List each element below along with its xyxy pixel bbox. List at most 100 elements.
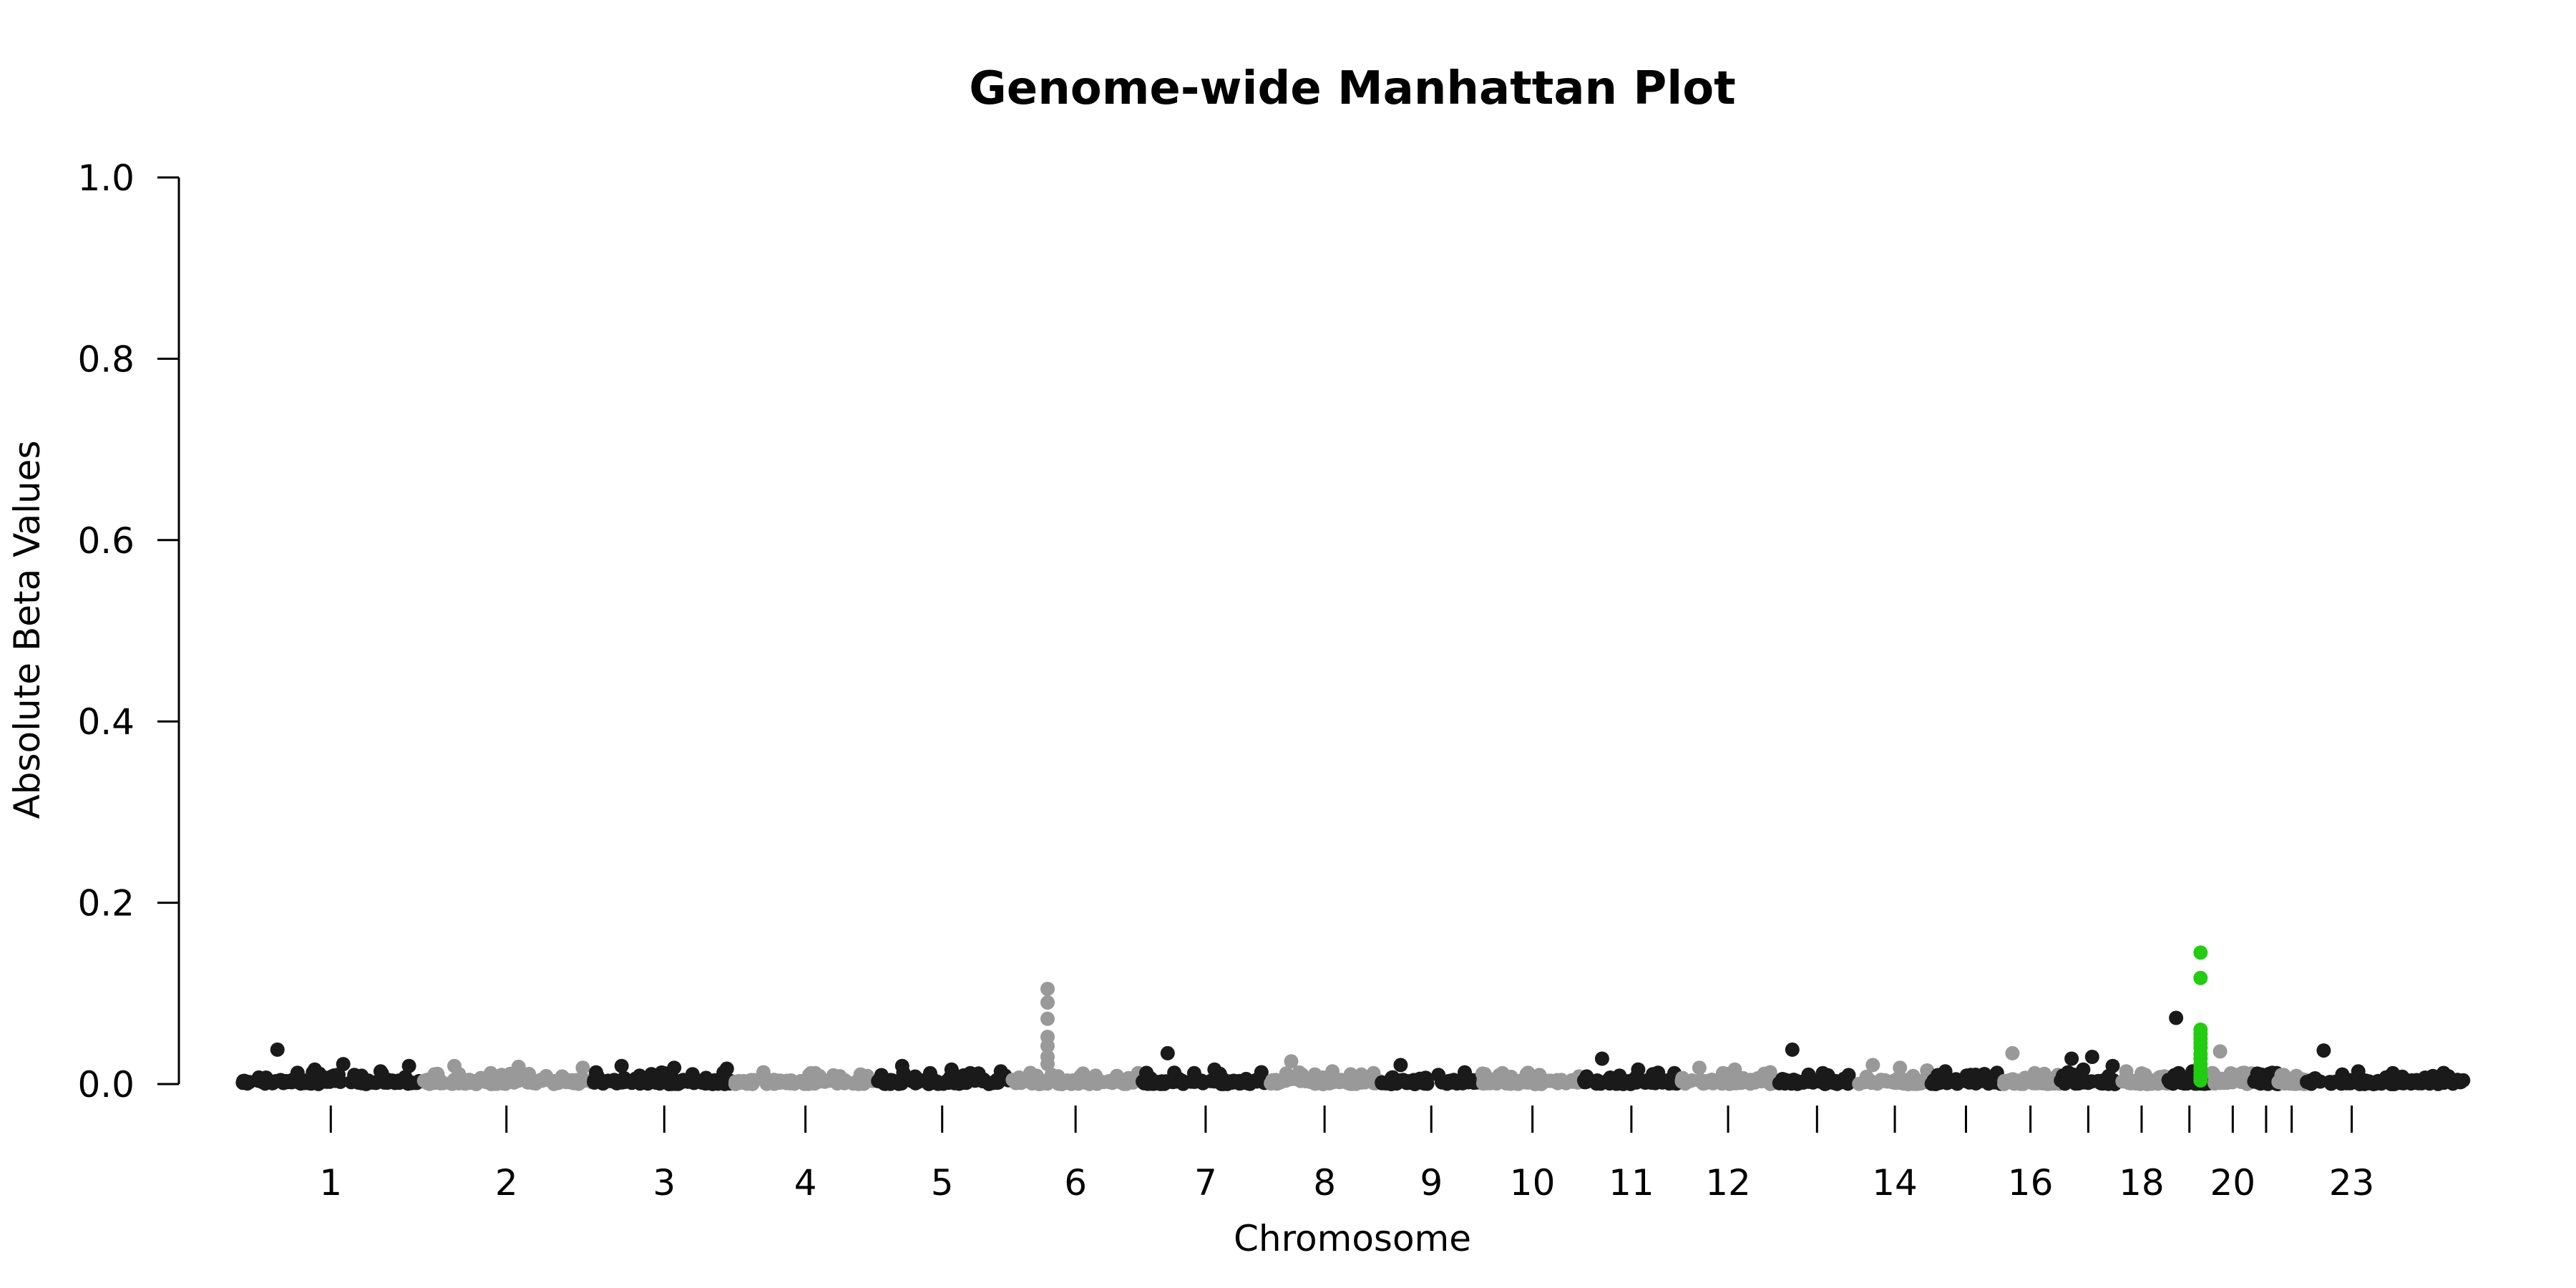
data-point [615,1075,630,1090]
data-point [240,1075,255,1090]
x-tick-label: 8 [1313,1162,1336,1204]
peak-point [859,1068,874,1083]
peak-point [993,1064,1008,1079]
peak-point [1495,1065,1510,1080]
data-point [2104,1075,2118,1091]
peak-point [644,1067,659,1082]
data-point [1159,1074,1174,1089]
peak-point [1631,1062,1646,1077]
x-tick-label: 20 [2210,1162,2256,1204]
data-point [1698,1075,1713,1091]
peak-point [2351,1064,2366,1079]
data-point [976,1072,991,1087]
x-tick-label: 14 [1872,1162,1918,1204]
data-point [525,1074,540,1089]
data-point [1088,1068,1103,1083]
peak-point [667,1060,682,1075]
peak-point [1325,1064,1340,1079]
highlight-point [2193,945,2208,960]
peak-point [2084,1050,2099,1064]
peak-point [2064,1051,2079,1066]
data-point [428,1075,443,1090]
data-point [1750,1070,1765,1085]
peak-point [1186,1065,1201,1080]
x-axis-label: Chromosome [1234,1218,1471,1259]
peak-point [1040,1057,1055,1072]
data-point [2165,1073,2179,1088]
data-point [1109,1068,1124,1083]
data-point [1781,1073,1796,1088]
peak-point [2076,1062,2091,1077]
data-point [1594,1075,1609,1090]
data-point [555,1069,570,1084]
data-point [496,1075,511,1090]
peak-point [511,1059,526,1074]
data-point [686,1073,701,1088]
peak-point [1785,1042,1800,1057]
y-tick-label: 0.6 [77,520,135,562]
peak-point [1207,1062,1222,1077]
peak-point [1865,1058,1880,1073]
data-point [302,1075,316,1091]
data-point [1302,1073,1317,1088]
data-point [1242,1076,1257,1091]
data-point [1458,1073,1473,1088]
data-point [1801,1074,1816,1089]
peak-point [1727,1062,1742,1077]
peak-point [2404,1073,2419,1088]
x-tick-label: 6 [1064,1162,1087,1204]
data-point [1712,1074,1727,1088]
y-tick-label: 0.4 [77,701,135,743]
data-point [2355,1075,2370,1090]
data-point [1735,1075,1750,1090]
peak-point [2316,1043,2331,1058]
peak-point [2119,1064,2134,1079]
data-point [258,1073,273,1088]
chart-title: Genome-wide Manhattan Plot [969,62,1736,115]
data-point [1926,1073,1941,1088]
data-point [1315,1075,1330,1091]
peak-point [1893,1060,1908,1075]
data-points [235,945,2471,1091]
data-point [1558,1075,1574,1091]
y-tick-label: 0.8 [77,338,135,380]
data-point [896,1071,911,1086]
peak-point [2169,1010,2184,1025]
peak-point [719,1061,734,1076]
peak-point [1692,1060,1707,1075]
peak-point [1366,1065,1381,1080]
data-point [1023,1065,1038,1080]
peak-point [1938,1064,1953,1079]
data-point [958,1073,973,1088]
data-point [1612,1068,1627,1083]
peak-point [1284,1054,1299,1069]
data-point [1415,1075,1430,1090]
peak-point [1431,1068,1446,1083]
peak-point [336,1057,351,1072]
data-point [2305,1075,2320,1090]
data-point [1121,1070,1136,1085]
data-point [1645,1067,1660,1082]
peak-point [1040,995,1055,1010]
peak-point [1254,1065,1269,1080]
data-point [1384,1070,1399,1085]
data-point [1901,1076,1916,1091]
data-point [2092,1075,2107,1090]
data-point [1012,1074,1027,1089]
peak-point [2027,1065,2042,1080]
data-point [279,1073,293,1088]
peak-point [575,1060,590,1075]
data-point [1264,1076,1279,1091]
data-point [846,1075,861,1091]
data-point [1632,1073,1647,1088]
peak-point [307,1062,322,1077]
x-tick-label: 12 [1705,1162,1751,1204]
peak-point [1393,1058,1408,1073]
peak-point [1532,1068,1547,1083]
data-point [1579,1074,1594,1089]
peak-point [1815,1065,1830,1080]
data-point [290,1065,305,1080]
x-tick-label: 4 [794,1162,817,1204]
x-tick-label: 9 [1420,1162,1443,1204]
data-point [1948,1072,1963,1087]
